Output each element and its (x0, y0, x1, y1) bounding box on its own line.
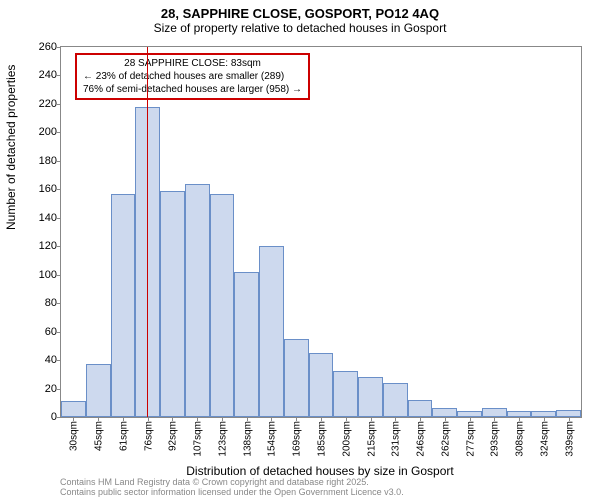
histogram-bar (111, 194, 136, 417)
histogram-bar (556, 410, 581, 417)
y-tick (57, 332, 61, 333)
x-tick-label: 339sqm (562, 421, 575, 457)
y-tick (57, 417, 61, 418)
x-tick-label: 200sqm (339, 421, 352, 457)
x-tick-label: 92sqm (166, 421, 179, 451)
y-tick (57, 246, 61, 247)
x-tick (247, 417, 248, 421)
x-tick-label: 277sqm (463, 421, 476, 457)
annotation-line: 28 SAPPHIRE CLOSE: 83sqm (83, 57, 302, 70)
x-tick (470, 417, 471, 421)
x-tick-label: 185sqm (315, 421, 328, 457)
x-tick (73, 417, 74, 421)
x-tick-label: 123sqm (215, 421, 228, 457)
x-tick (519, 417, 520, 421)
x-tick-label: 324sqm (537, 421, 550, 457)
x-tick-label: 107sqm (191, 421, 204, 457)
x-tick (371, 417, 372, 421)
chart-title: 28, SAPPHIRE CLOSE, GOSPORT, PO12 4AQ (0, 0, 600, 21)
y-axis-label: Number of detached properties (4, 65, 18, 230)
histogram-bar (86, 364, 111, 417)
histogram-bar (61, 401, 86, 417)
x-tick-label: 262sqm (438, 421, 451, 457)
histogram-bar (358, 377, 383, 417)
y-tick (57, 389, 61, 390)
x-tick (197, 417, 198, 421)
x-tick-label: 169sqm (290, 421, 303, 457)
x-tick (346, 417, 347, 421)
y-tick (57, 47, 61, 48)
x-tick (296, 417, 297, 421)
x-tick-label: 293sqm (488, 421, 501, 457)
x-tick (420, 417, 421, 421)
attribution-footer: Contains HM Land Registry data © Crown c… (60, 478, 404, 498)
y-tick (57, 104, 61, 105)
x-tick (271, 417, 272, 421)
subject-marker-line (147, 47, 148, 417)
y-tick (57, 275, 61, 276)
x-tick-label: 308sqm (513, 421, 526, 457)
y-tick (57, 360, 61, 361)
x-tick (321, 417, 322, 421)
histogram-bar (383, 383, 408, 417)
histogram-bar (160, 191, 185, 417)
x-tick (222, 417, 223, 421)
y-tick (57, 75, 61, 76)
x-tick (494, 417, 495, 421)
y-tick (57, 132, 61, 133)
x-tick-label: 76sqm (141, 421, 154, 451)
histogram-bar (408, 400, 433, 417)
footer-line: Contains public sector information licen… (60, 488, 404, 498)
annotation-line: 76% of semi-detached houses are larger (… (83, 83, 302, 96)
x-tick (445, 417, 446, 421)
x-tick (544, 417, 545, 421)
x-tick-label: 30sqm (67, 421, 80, 451)
annotation-line: ← 23% of detached houses are smaller (28… (83, 70, 302, 83)
chart-subtitle: Size of property relative to detached ho… (0, 21, 600, 39)
histogram-bar (482, 408, 507, 417)
x-tick-label: 246sqm (414, 421, 427, 457)
y-tick (57, 161, 61, 162)
x-tick (172, 417, 173, 421)
histogram-bar (432, 408, 457, 417)
y-tick (57, 189, 61, 190)
x-tick-label: 138sqm (240, 421, 253, 457)
x-tick (395, 417, 396, 421)
annotation-box: 28 SAPPHIRE CLOSE: 83sqm ← 23% of detach… (75, 53, 310, 100)
x-axis-label: Distribution of detached houses by size … (60, 464, 580, 478)
histogram-bar (234, 272, 259, 417)
x-tick-label: 45sqm (92, 421, 105, 451)
histogram-bar (284, 339, 309, 417)
histogram-bar (210, 194, 235, 417)
x-tick-label: 215sqm (364, 421, 377, 457)
x-tick (569, 417, 570, 421)
x-tick (148, 417, 149, 421)
y-tick (57, 303, 61, 304)
x-tick (123, 417, 124, 421)
x-tick-label: 154sqm (265, 421, 278, 457)
histogram-bar (259, 246, 284, 417)
x-tick (98, 417, 99, 421)
x-tick-label: 231sqm (389, 421, 402, 457)
y-tick (57, 218, 61, 219)
plot-area: 28 SAPPHIRE CLOSE: 83sqm ← 23% of detach… (60, 46, 582, 418)
histogram-bar (333, 371, 358, 417)
chart-container: 28, SAPPHIRE CLOSE, GOSPORT, PO12 4AQ Si… (0, 0, 600, 500)
histogram-bar (185, 184, 210, 417)
x-tick-label: 61sqm (116, 421, 129, 451)
histogram-bar (309, 353, 334, 417)
